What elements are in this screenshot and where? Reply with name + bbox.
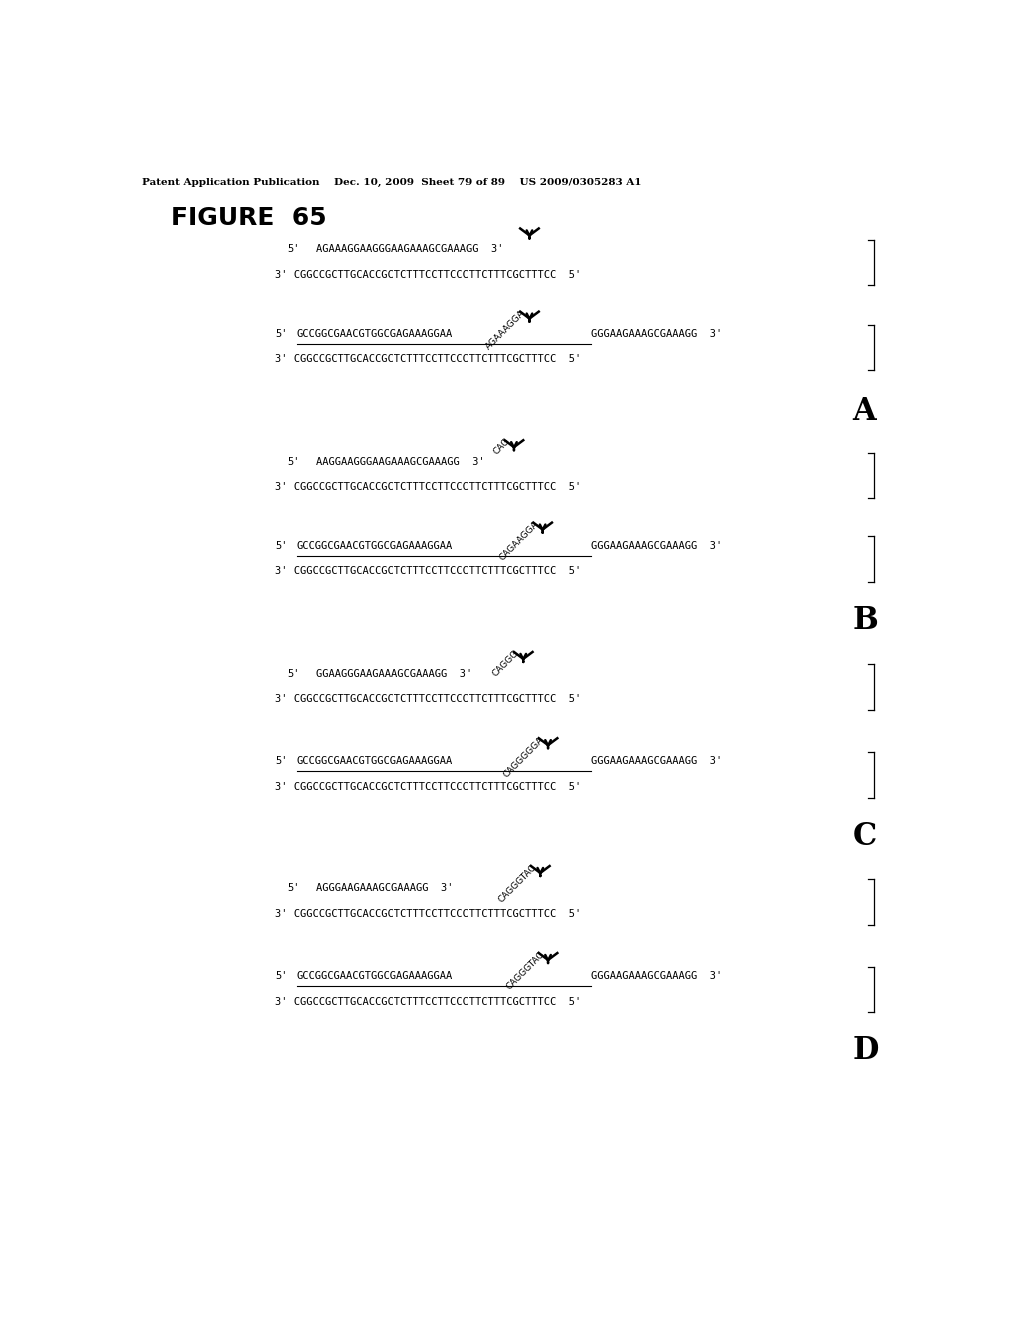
- Text: CAG: CAG: [492, 437, 512, 457]
- Text: B: B: [853, 605, 879, 636]
- Text: GGGAAGAAAGCGAAAGG  3': GGGAAGAAAGCGAAAGG 3': [592, 329, 723, 339]
- Text: A: A: [853, 396, 877, 426]
- Text: 3' CGGCCGCTTGCACCGCTCTTTCCTTCCCTTCTTTCGCTTTCC  5': 3' CGGCCGCTTGCACCGCTCTTTCCTTCCCTTCTTTCGC…: [275, 781, 582, 792]
- Text: FIGURE  65: FIGURE 65: [171, 206, 327, 230]
- Text: 3' CGGCCGCTTGCACCGCTCTTTCCTTCCCTTCTTTCGCTTTCC  5': 3' CGGCCGCTTGCACCGCTCTTTCCTTCCCTTCTTTCGC…: [275, 566, 582, 577]
- Text: 3' CGGCCGCTTGCACCGCTCTTTCCTTCCCTTCTTTCGCTTTCC  5': 3' CGGCCGCTTGCACCGCTCTTTCCTTCCCTTCTTTCGC…: [275, 355, 582, 364]
- Text: 5': 5': [287, 244, 299, 255]
- Text: 3' CGGCCGCTTGCACCGCTCTTTCCTTCCCTTCTTTCGCTTTCC  5': 3' CGGCCGCTTGCACCGCTCTTTCCTTCCCTTCTTTCGC…: [275, 997, 582, 1007]
- Text: CAGGGTAC: CAGGGTAC: [497, 863, 538, 904]
- Text: 3' CGGCCGCTTGCACCGCTCTTTCCTTCCCTTCTTTCGCTTTCC  5': 3' CGGCCGCTTGCACCGCTCTTTCCTTCCCTTCTTTCGC…: [275, 909, 582, 919]
- Text: CAGGG: CAGGG: [492, 648, 521, 678]
- Text: AAGGAAGGGAAGAAAGCGAAAGG  3': AAGGAAGGGAAGAAAGCGAAAGG 3': [315, 457, 484, 467]
- Text: 5': 5': [275, 756, 288, 767]
- Text: D: D: [853, 1035, 879, 1065]
- Text: AGGGAAGAAAGCGAAAGG  3': AGGGAAGAAAGCGAAAGG 3': [315, 883, 453, 894]
- Text: GGAAGGGAAGAAAGCGAAAGG  3': GGAAGGGAAGAAAGCGAAAGG 3': [315, 669, 472, 678]
- Text: GGGAAGAAAGCGAAAGG  3': GGGAAGAAAGCGAAAGG 3': [592, 972, 723, 981]
- Text: CAGAAGGA: CAGAAGGA: [498, 519, 541, 562]
- Text: C: C: [853, 821, 877, 851]
- Text: 3' CGGCCGCTTGCACCGCTCTTTCCTTCCCTTCTTTCGCTTTCC  5': 3' CGGCCGCTTGCACCGCTCTTTCCTTCCCTTCTTTCGC…: [275, 482, 582, 492]
- Text: 5': 5': [275, 541, 288, 550]
- Text: GCCGGCGAACGTGGCGAGAAAGGAA: GCCGGCGAACGTGGCGAGAAAGGAA: [297, 756, 454, 767]
- Text: 5': 5': [275, 972, 288, 981]
- Text: GCCGGCGAACGTGGCGAGAAAGGAA: GCCGGCGAACGTGGCGAGAAAGGAA: [297, 329, 454, 339]
- Text: 5': 5': [275, 329, 288, 339]
- Text: GCCGGCGAACGTGGCGAGAAAGGAA: GCCGGCGAACGTGGCGAGAAAGGAA: [297, 541, 454, 550]
- Text: 5': 5': [287, 883, 299, 894]
- Text: 5': 5': [287, 669, 299, 678]
- Text: 5': 5': [287, 457, 299, 467]
- Text: AGAAAGGA: AGAAAGGA: [484, 309, 527, 351]
- Text: 3' CGGCCGCTTGCACCGCTCTTTCCTTCCCTTCTTTCGCTTTCC  5': 3' CGGCCGCTTGCACCGCTCTTTCCTTCCCTTCTTTCGC…: [275, 694, 582, 704]
- Text: CAGGGTAC: CAGGGTAC: [504, 950, 546, 991]
- Text: CAGGGGGA: CAGGGGGA: [502, 735, 546, 779]
- Text: 3' CGGCCGCTTGCACCGCTCTTTCCTTCCCTTCTTTCGCTTTCC  5': 3' CGGCCGCTTGCACCGCTCTTTCCTTCCCTTCTTTCGC…: [275, 269, 582, 280]
- Text: GGGAAGAAAGCGAAAGG  3': GGGAAGAAAGCGAAAGG 3': [592, 756, 723, 767]
- Text: GGGAAGAAAGCGAAAGG  3': GGGAAGAAAGCGAAAGG 3': [592, 541, 723, 550]
- Text: AGAAAGGAAGGGAAGAAAGCGAAAGG  3': AGAAAGGAAGGGAAGAAAGCGAAAGG 3': [315, 244, 503, 255]
- Text: GCCGGCGAACGTGGCGAGAAAGGAA: GCCGGCGAACGTGGCGAGAAAGGAA: [297, 972, 454, 981]
- Text: Patent Application Publication    Dec. 10, 2009  Sheet 79 of 89    US 2009/03052: Patent Application Publication Dec. 10, …: [142, 178, 641, 186]
